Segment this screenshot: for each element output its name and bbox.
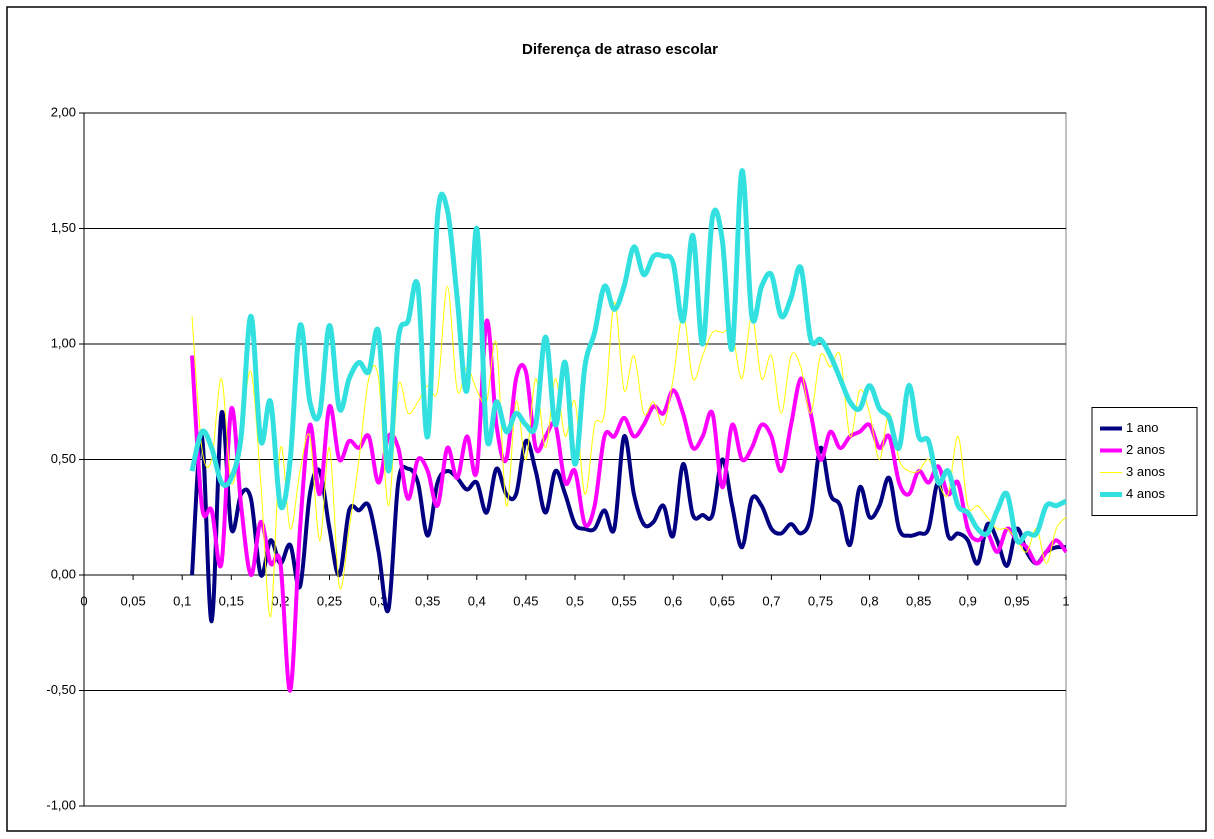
x-tick-label: 0,25 xyxy=(317,593,342,608)
x-tick-label: 0 xyxy=(80,593,87,608)
x-tick-label: 0,9 xyxy=(959,593,977,608)
x-tick-label: 1 xyxy=(1062,593,1069,608)
x-tick-label: 0,6 xyxy=(664,593,682,608)
chart-title: Diferença de atraso escolar xyxy=(522,41,718,58)
y-tick-label: -1,00 xyxy=(46,797,76,812)
y-tick-label: 2,00 xyxy=(51,104,76,119)
x-tick-label: 0,55 xyxy=(611,593,636,608)
x-tick-label: 0,5 xyxy=(566,593,584,608)
y-tick-label: 0,50 xyxy=(51,451,76,466)
x-tick-label: 0,65 xyxy=(710,593,735,608)
series-line xyxy=(189,168,1068,545)
x-tick-label: 0,1 xyxy=(173,593,191,608)
y-tick-label: 1,00 xyxy=(51,335,76,350)
legend xyxy=(1091,407,1198,516)
x-tick-label: 0,05 xyxy=(120,593,145,608)
x-tick-label: 0,35 xyxy=(415,593,440,608)
x-tick-label: 0,8 xyxy=(861,593,879,608)
legend-label: 3 anos xyxy=(1126,464,1166,479)
series-line xyxy=(190,318,1068,693)
x-tick-label: 0,75 xyxy=(808,593,833,608)
y-tick-label: 1,50 xyxy=(51,220,76,235)
chart-frame xyxy=(6,6,1207,832)
x-tick-label: 0,15 xyxy=(219,593,244,608)
y-tick-label: -0,50 xyxy=(46,682,76,697)
x-tick-label: 0,45 xyxy=(513,593,538,608)
legend-label: 1 ano xyxy=(1126,420,1159,435)
x-tick-label: 0,95 xyxy=(1004,593,1029,608)
legend-label: 2 anos xyxy=(1126,442,1166,457)
legend-label: 4 anos xyxy=(1126,486,1166,501)
y-tick-label: 0,00 xyxy=(51,566,76,581)
x-tick-label: 0,2 xyxy=(271,593,289,608)
x-tick-label: 0,4 xyxy=(468,593,486,608)
series-line xyxy=(190,409,1067,624)
series-line xyxy=(191,285,1067,618)
x-tick-label: 0,85 xyxy=(906,593,931,608)
x-tick-label: 0,7 xyxy=(762,593,780,608)
